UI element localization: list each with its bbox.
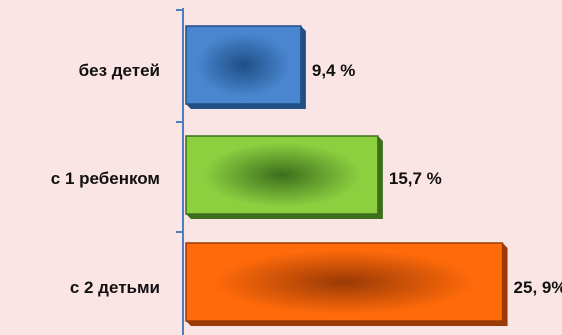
bars (185, 25, 508, 326)
y-axis (176, 8, 184, 335)
value-label: 25, 9% (514, 278, 562, 297)
category-label: с 2 детьми (70, 278, 160, 297)
value-label: 15,7 % (389, 169, 442, 188)
category-label: без детей (79, 61, 160, 80)
bar (185, 135, 379, 215)
labels: без детей 9,4 % с 1 ребенком 15,7 % с 2 деть… (51, 61, 562, 297)
bar (185, 25, 302, 105)
category-label: с 1 ребенком (51, 169, 160, 188)
bar (185, 242, 504, 322)
value-label: 9,4 % (312, 61, 355, 80)
